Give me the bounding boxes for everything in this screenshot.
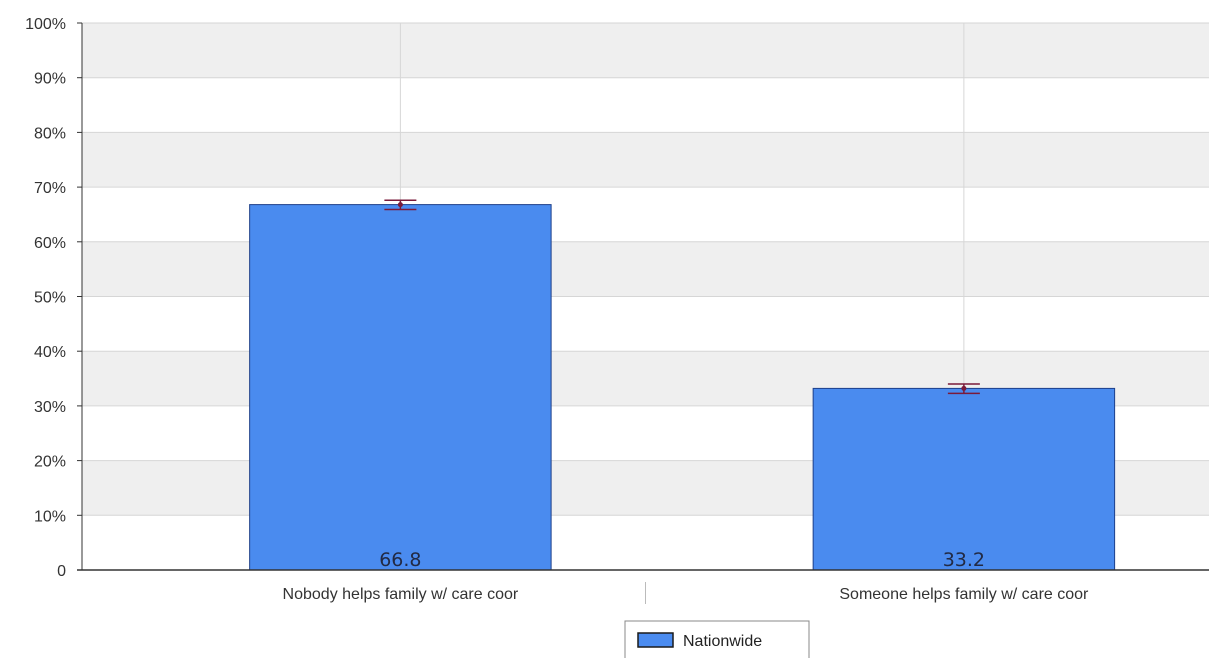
- y-tick-label: 40%: [34, 344, 66, 361]
- data-label: 66.8: [379, 549, 421, 571]
- axes: [77, 22, 1209, 604]
- error-bar-point: [961, 385, 967, 391]
- y-tick-label: 80%: [34, 125, 66, 142]
- y-tick-label: 100%: [25, 16, 66, 33]
- error-bars: [384, 199, 980, 395]
- y-axis-tick-labels: 0 10% 20% 30% 40% 50% 60% 70% 80% 90% 100%: [25, 16, 66, 580]
- x-category-label: Someone helps family w/ care coor: [839, 586, 1089, 603]
- bars: [249, 204, 1116, 571]
- y-tick-label: 10%: [34, 508, 66, 525]
- y-tick-label: 20%: [34, 454, 66, 471]
- legend-swatch[interactable]: [637, 632, 674, 648]
- x-category-label: Nobody helps family w/ care coor: [283, 586, 519, 603]
- plot-bands: [82, 23, 1209, 516]
- data-label: 33.2: [943, 549, 985, 571]
- legend[interactable]: Nationwide: [624, 620, 810, 658]
- plot-band: [82, 132, 1209, 188]
- y-tick-label: 0: [57, 563, 66, 580]
- bar[interactable]: [812, 387, 1116, 571]
- y-tick-label: 70%: [34, 180, 66, 197]
- plot-band: [82, 23, 1209, 78]
- error-bar-point: [397, 202, 403, 208]
- bar[interactable]: [249, 204, 552, 571]
- y-tick-label: 60%: [34, 235, 66, 252]
- y-tick-label: 90%: [34, 71, 66, 88]
- y-tick-label: 30%: [34, 399, 66, 416]
- legend-label[interactable]: Nationwide: [683, 633, 762, 650]
- data-labels: 66.8 33.2: [379, 549, 985, 571]
- y-tick-label: 50%: [34, 290, 66, 307]
- x-axis-category-labels: Nobody helps family w/ care coor Someone …: [283, 586, 1090, 603]
